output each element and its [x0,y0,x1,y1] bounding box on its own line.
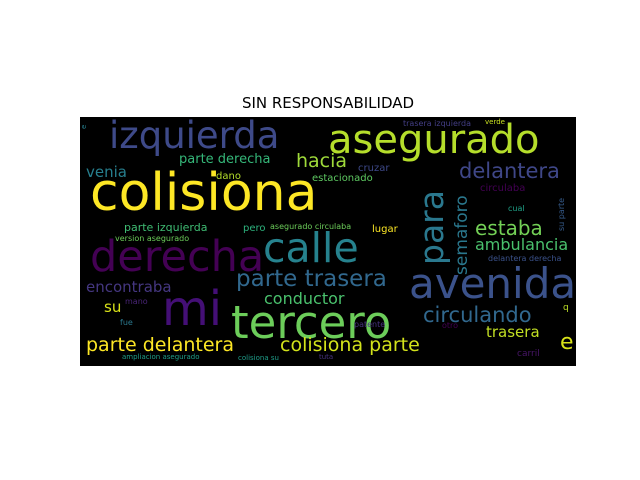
word-colisiona-su: colisiona su [238,354,279,362]
word-calle: calle [263,224,359,272]
word-parte-izquierda: parte izquierda [124,221,208,234]
word-circulando: circulando [423,303,532,327]
word-circulaba: circulaba [480,183,526,194]
word-trasera-izquierda: trasera izquierda [403,119,471,128]
word-tuta: tuta [319,353,334,361]
word-hacia: hacia [296,150,348,172]
word-parte-delantera: parte delantera [86,334,235,356]
word-parte-derecha: parte derecha [179,152,271,167]
word-q: q [563,303,569,313]
word-delantera-derecha: delantera derecha [488,254,562,263]
word-verde: verde [485,118,505,126]
word-lugar: lugar [372,224,398,235]
word-trasera: trasera [486,323,540,341]
word-cloud: colisiona asegurado izquierda derecha ca… [80,117,576,366]
word-patente: patente [354,320,386,329]
word-fue: fue [120,318,133,327]
word-su: su [104,298,122,316]
word-derecha: derecha [90,232,265,282]
word-e-small: e [80,124,88,129]
word-cruzar: cruzar [358,163,390,174]
chart-title: SIN RESPONSABILIDAD [241,94,415,112]
word-asegurado: asegurado [328,117,540,163]
word-parte-trasera: parte trasera [236,266,387,292]
word-pero: pero [243,223,266,234]
word-semaforo: semaforo [452,195,472,275]
word-cual: cual [508,204,525,213]
word-ambulancia: ambulancia [475,235,569,254]
word-tercero: tercero [231,296,392,349]
word-ampliacion-asegurado: ampliacion asegurado [122,353,200,361]
word-para: para [412,190,451,265]
word-delantera: delantera [459,159,560,183]
word-encontraba: encontraba [86,278,172,296]
word-version-asegurado: version asegurado [115,234,190,243]
word-dano: dano [216,171,241,182]
word-avenida: avenida [409,259,576,308]
word-su-parte: su parte [557,197,566,231]
word-asegurado-circulaba: asegurado circulaba [270,222,352,231]
word-e: e [560,330,574,355]
word-mano: mano [125,297,148,306]
word-conductor: conductor [264,289,345,308]
word-izquierda: izquierda [109,117,280,157]
word-carril: carril [517,349,540,359]
word-colisiona-parte: colisiona parte [280,334,420,356]
word-estaba: estaba [475,216,543,240]
word-mi: mi [162,281,223,337]
word-colisiona: colisiona [90,163,318,223]
word-otro: otro [442,321,459,330]
word-estacionado: estacionado [312,173,373,184]
word-venia: venia [86,163,127,181]
